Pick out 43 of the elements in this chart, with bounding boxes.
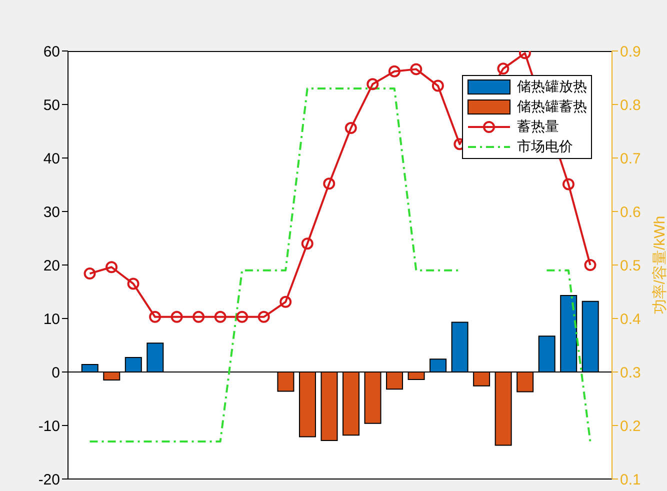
legend-label: 储热罐放热 [517,78,587,97]
y-tick-label: 40 [43,150,60,168]
point [344,122,357,134]
y2-tick-label: 0.4 [620,310,641,328]
point [410,63,422,76]
point [170,310,183,323]
point [258,310,270,323]
y2-tick-label: 0.9 [620,43,641,60]
point [497,62,510,75]
y-tick-label: 30 [43,204,60,221]
legend-label: 储热罐蓄热 [517,98,587,117]
y2-tick-label: 0.7 [620,150,641,168]
point [192,310,205,323]
point [562,178,574,190]
y2-tick-label: 0.8 [620,96,641,114]
point [366,78,379,90]
y2-tick-label: 0.5 [620,257,641,274]
point [214,310,226,323]
y-tick-label: 50 [43,96,60,114]
point [584,259,596,271]
y2-tick-label: 0.3 [620,364,641,382]
y2-tick-label: 0.2 [620,418,641,435]
y2-tick-label: 0.6 [620,204,641,221]
point [280,296,292,308]
y-tick-label: 0 [52,364,60,382]
point [127,278,140,290]
point [432,80,444,92]
point [301,238,314,250]
y-tick-label: 10 [43,310,60,328]
y2-tick-label: 0.1 [620,471,641,488]
point [149,310,162,323]
legend-label: 蓄热量 [517,118,559,137]
point [106,261,118,274]
y-tick-label: 60 [43,43,60,60]
point [84,268,96,280]
y2-axis-title: 功率/容量/kWh [651,216,667,314]
y-tick-label: -10 [38,418,60,435]
legend-label: 市场电价 [517,138,573,157]
y-tick-label: -20 [38,471,60,488]
y-tick-label: 20 [43,257,60,274]
point [323,178,336,190]
point [236,310,248,323]
point [388,65,400,78]
